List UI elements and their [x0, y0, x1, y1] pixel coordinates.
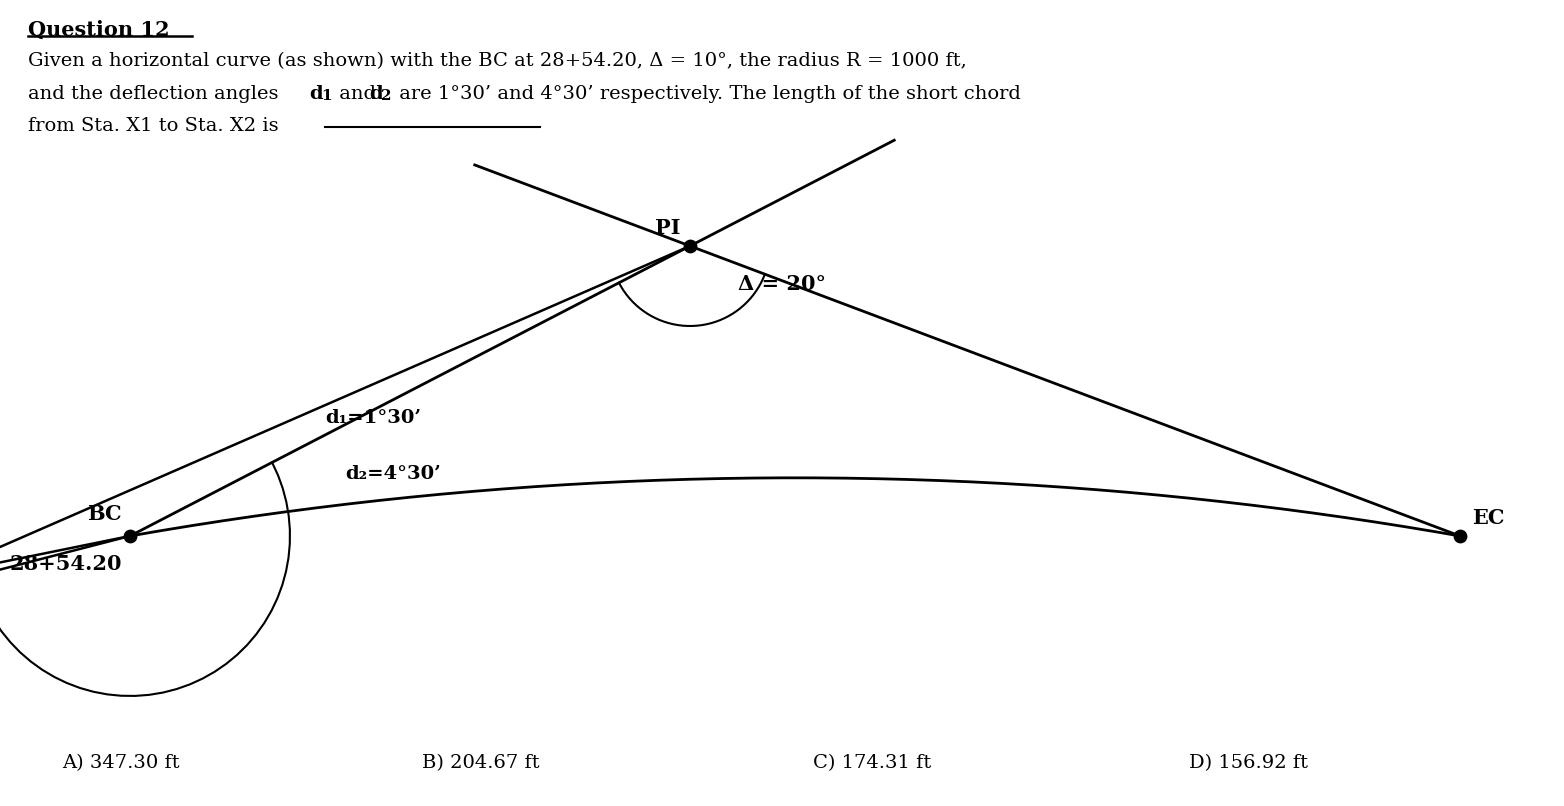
Text: 28+54.20: 28+54.20 [9, 554, 122, 574]
Point [677, 239, 702, 252]
Text: and the deflection angles: and the deflection angles [28, 85, 285, 102]
Text: Question 12: Question 12 [28, 20, 170, 40]
Text: PI: PI [654, 218, 680, 238]
Text: d: d [310, 85, 324, 102]
Text: BC: BC [88, 504, 122, 524]
Text: and: and [333, 85, 382, 102]
Text: are 1°30’ and 4°30’ respectively. The length of the short chord: are 1°30’ and 4°30’ respectively. The le… [393, 85, 1020, 102]
Text: EC: EC [1472, 508, 1505, 528]
Text: 1: 1 [322, 89, 332, 103]
Text: A) 347.30 ft: A) 347.30 ft [63, 754, 180, 771]
Text: 2: 2 [382, 89, 391, 103]
Text: D) 156.92 ft: D) 156.92 ft [1189, 754, 1308, 771]
Point [1448, 530, 1473, 542]
Text: from Sta. X1 to Sta. X2 is: from Sta. X1 to Sta. X2 is [28, 117, 278, 135]
Point [117, 530, 142, 542]
Text: Given a horizontal curve (as shown) with the BC at 28+54.20, Δ = 10°, the radius: Given a horizontal curve (as shown) with… [28, 52, 967, 70]
Text: d: d [369, 85, 383, 102]
Text: d₁=1°30’: d₁=1°30’ [325, 409, 421, 427]
Text: C) 174.31 ft: C) 174.31 ft [813, 754, 932, 771]
Text: Δ = 20°: Δ = 20° [738, 274, 826, 294]
Text: d₂=4°30’: d₂=4°30’ [346, 465, 441, 483]
Text: B) 204.67 ft: B) 204.67 ft [422, 754, 540, 771]
